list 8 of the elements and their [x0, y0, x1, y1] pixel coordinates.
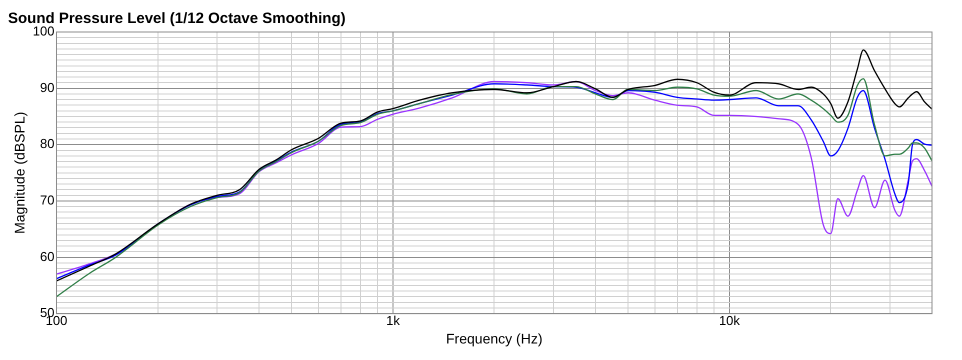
x-tick-label: 10k — [718, 312, 740, 328]
y-tick-label: 90 — [40, 80, 54, 95]
y-tick-label: 60 — [40, 248, 54, 264]
y-axis-title: Magnitude (dBSPL) — [11, 112, 28, 234]
x-axis-title: Frequency (Hz) — [446, 330, 542, 346]
x-tick-label: 1k — [386, 312, 400, 328]
y-tick-label: 80 — [40, 136, 54, 152]
y-tick-label: 70 — [40, 192, 54, 208]
